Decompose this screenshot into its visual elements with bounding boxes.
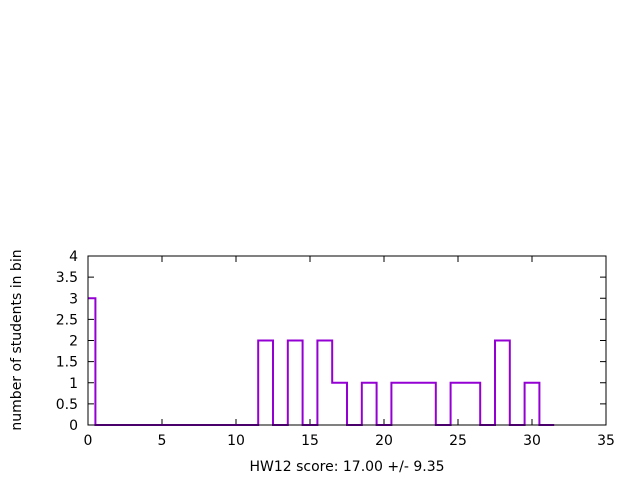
y-axis-label: number of students in bin xyxy=(9,249,25,430)
plot-frame xyxy=(87,255,607,426)
y-tick-label: 1 xyxy=(69,376,78,392)
y-tick-label: 4 xyxy=(69,249,78,265)
y-tick-label: 3.5 xyxy=(56,270,78,286)
histogram-step-line xyxy=(88,297,555,426)
x-tick-label: 20 xyxy=(375,433,393,449)
y-tick-label: 0.5 xyxy=(56,397,78,413)
y-tick-label: 3 xyxy=(69,291,78,307)
tick-labels: 0 5 10 15 20 25 30 35 0 0.5 1 1.5 2 2.5 3 3.5 4 xyxy=(56,249,615,449)
y-tick-label: 2.5 xyxy=(56,312,78,328)
y-tick-label: 0 xyxy=(69,418,78,434)
y-tick-label: 1.5 xyxy=(56,355,78,371)
x-tick-label: 5 xyxy=(158,433,167,449)
x-tick-label: 35 xyxy=(597,433,615,449)
y-tick-label: 2 xyxy=(69,334,78,350)
x-tick-label: 30 xyxy=(523,433,541,449)
x-tick-label: 10 xyxy=(227,433,245,449)
x-tick-label: 15 xyxy=(301,433,319,449)
x-tick-label: 0 xyxy=(84,433,93,449)
x-axis-label: HW12 score: 17.00 +/- 9.35 xyxy=(249,459,444,475)
x-tick-label: 25 xyxy=(449,433,467,449)
